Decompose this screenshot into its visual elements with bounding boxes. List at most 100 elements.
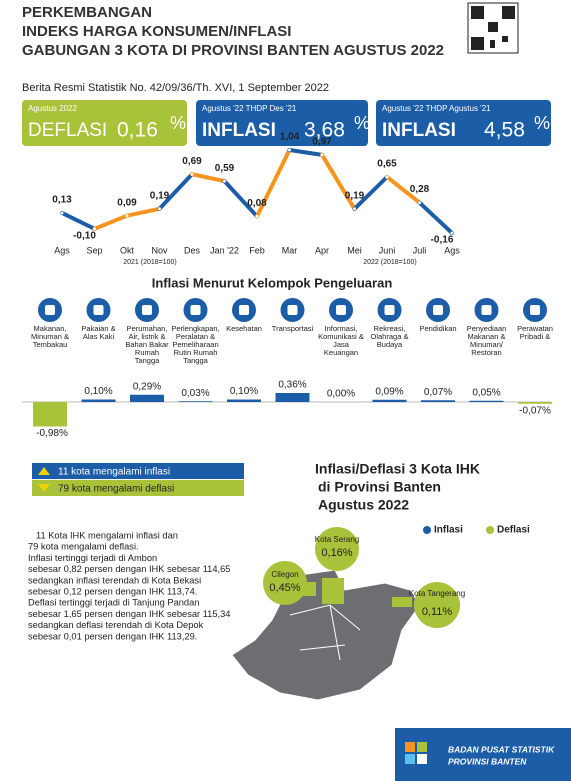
paragraph-line: Inflasi tertinggi terjadi di Ambon bbox=[28, 553, 157, 563]
legend-deflasi-dot bbox=[486, 526, 494, 534]
box-unit: % bbox=[534, 113, 550, 133]
value-label: 1,04 bbox=[280, 132, 300, 143]
bps-logo bbox=[405, 742, 427, 764]
box-value: 3,68 bbox=[304, 119, 345, 142]
point bbox=[190, 172, 194, 176]
value-label: 0,10% bbox=[84, 386, 112, 397]
line-segment bbox=[255, 148, 292, 219]
category-icon-glyph bbox=[239, 305, 249, 315]
bubble-serang bbox=[315, 527, 359, 571]
x-tick-label: Des bbox=[184, 245, 201, 255]
up-triangle bbox=[38, 467, 50, 475]
point bbox=[385, 175, 389, 179]
map-title: Agustus 2022 bbox=[318, 497, 409, 513]
box-value: 4,58 bbox=[484, 119, 525, 142]
category-label: Pendidikan bbox=[419, 324, 457, 333]
paragraph-line: sedangkan inflasi terendah di Kota Bekas… bbox=[28, 575, 201, 585]
box-deflasi bbox=[22, 100, 187, 146]
x-tick-label: Mei bbox=[347, 245, 362, 255]
bar bbox=[469, 400, 504, 402]
title-line: PERKEMBANGAN bbox=[22, 4, 152, 21]
value-label: 0,03% bbox=[181, 388, 209, 399]
box-caption: Agustus 2022 bbox=[28, 104, 77, 113]
city-value: 0,16% bbox=[321, 547, 352, 559]
line-segment bbox=[320, 152, 357, 211]
box-inflasi-ytd bbox=[196, 100, 368, 146]
value-label: 0,09 bbox=[117, 197, 137, 208]
value-label: 0,13 bbox=[52, 195, 72, 206]
x-tick-label: Ags bbox=[444, 245, 460, 255]
bubble-cilegon bbox=[263, 561, 307, 605]
value-label: -0,07% bbox=[519, 405, 551, 416]
bar bbox=[33, 402, 67, 427]
category-label: Perlengkapan, Peralatan & Pemeliharaan R… bbox=[171, 324, 220, 365]
bubble-tangerang bbox=[414, 582, 460, 628]
box-label: DEFLASI bbox=[28, 120, 107, 141]
value-label: 0,07% bbox=[424, 387, 452, 398]
down-triangle bbox=[38, 484, 50, 492]
city-value: 0,45% bbox=[269, 582, 300, 594]
value-label: 0,69 bbox=[182, 156, 202, 167]
bar bbox=[130, 394, 164, 402]
x-tick-label: Sep bbox=[86, 245, 102, 255]
point bbox=[93, 227, 96, 231]
paragraph-line: 79 kota mengalami deflasi. bbox=[28, 542, 139, 552]
map-tangerang bbox=[392, 597, 412, 607]
paragraph-line: sedangkan deflasi terendah di Kota Depok bbox=[28, 620, 204, 630]
line-segment bbox=[222, 179, 259, 219]
point bbox=[353, 207, 356, 211]
x-tick-label: Jan '22 bbox=[210, 245, 239, 255]
map-title: di Provinsi Banten bbox=[318, 479, 441, 495]
value-label: 0,00% bbox=[327, 389, 355, 400]
value-label: 0,97 bbox=[312, 136, 332, 147]
paragraph-line: Deflasi tertinggi terjadi di Tanjung Pan… bbox=[28, 598, 199, 608]
legend-inflasi-dot bbox=[423, 526, 431, 534]
footer-line: PROVINSI BANTEN bbox=[448, 756, 527, 766]
paragraph-line: 11 Kota IHK mengalami inflasi dan bbox=[36, 530, 178, 540]
value-label: 0,10% bbox=[230, 386, 258, 397]
title-line: GABUNGAN 3 KOTA DI PROVINSI BANTEN AGUST… bbox=[22, 42, 444, 59]
box-label: INFLASI bbox=[382, 120, 456, 141]
category-label: Transportasi bbox=[271, 324, 314, 333]
point bbox=[320, 153, 324, 157]
city-value: 0,11% bbox=[422, 606, 453, 618]
category-label: Rekreasi, Olahraga & Budaya bbox=[370, 324, 409, 349]
line-segment bbox=[60, 210, 97, 231]
value-label: 0,09% bbox=[375, 386, 403, 397]
value-label: 0,65 bbox=[377, 159, 397, 170]
box-unit: % bbox=[354, 113, 370, 133]
category-icon-glyph bbox=[384, 305, 395, 315]
value-label: 0,36% bbox=[278, 380, 306, 391]
point bbox=[450, 231, 454, 235]
map-legend: Inflasi bbox=[434, 525, 463, 536]
bar bbox=[275, 393, 310, 402]
bar bbox=[518, 402, 552, 404]
category-label: Pakaian & Alas Kaki bbox=[81, 324, 116, 341]
bar bbox=[227, 399, 261, 402]
point bbox=[288, 148, 291, 152]
footer-line: BADAN PUSAT STATISTIK bbox=[448, 744, 555, 754]
value-label: -0,98% bbox=[36, 428, 68, 439]
city-name: Cilegon bbox=[271, 570, 298, 579]
bar bbox=[81, 399, 116, 402]
category-label: Perumahan, Air, listrik & Bahan Bakar Ru… bbox=[125, 324, 169, 365]
point bbox=[418, 201, 421, 205]
category-icon-glyph bbox=[142, 305, 152, 315]
x-tick-label: Juni bbox=[379, 245, 396, 255]
bar bbox=[421, 400, 455, 402]
line-segment bbox=[92, 213, 129, 231]
line-segment bbox=[352, 174, 389, 211]
point bbox=[125, 214, 129, 218]
category-icon-glyph bbox=[45, 305, 55, 315]
value-label: -0,16 bbox=[431, 235, 454, 246]
category-icon-glyph bbox=[433, 305, 443, 315]
paragraph-line: sebesar 0,82 persen dengan IHK sebesar 1… bbox=[28, 564, 230, 574]
map-borders bbox=[289, 604, 361, 661]
category-icon-glyph bbox=[336, 305, 346, 315]
map-banten bbox=[231, 569, 421, 701]
point bbox=[255, 214, 259, 218]
map-legend: Deflasi bbox=[497, 525, 530, 536]
category-icon-glyph bbox=[530, 305, 540, 315]
x-tick-label: Feb bbox=[249, 245, 265, 255]
